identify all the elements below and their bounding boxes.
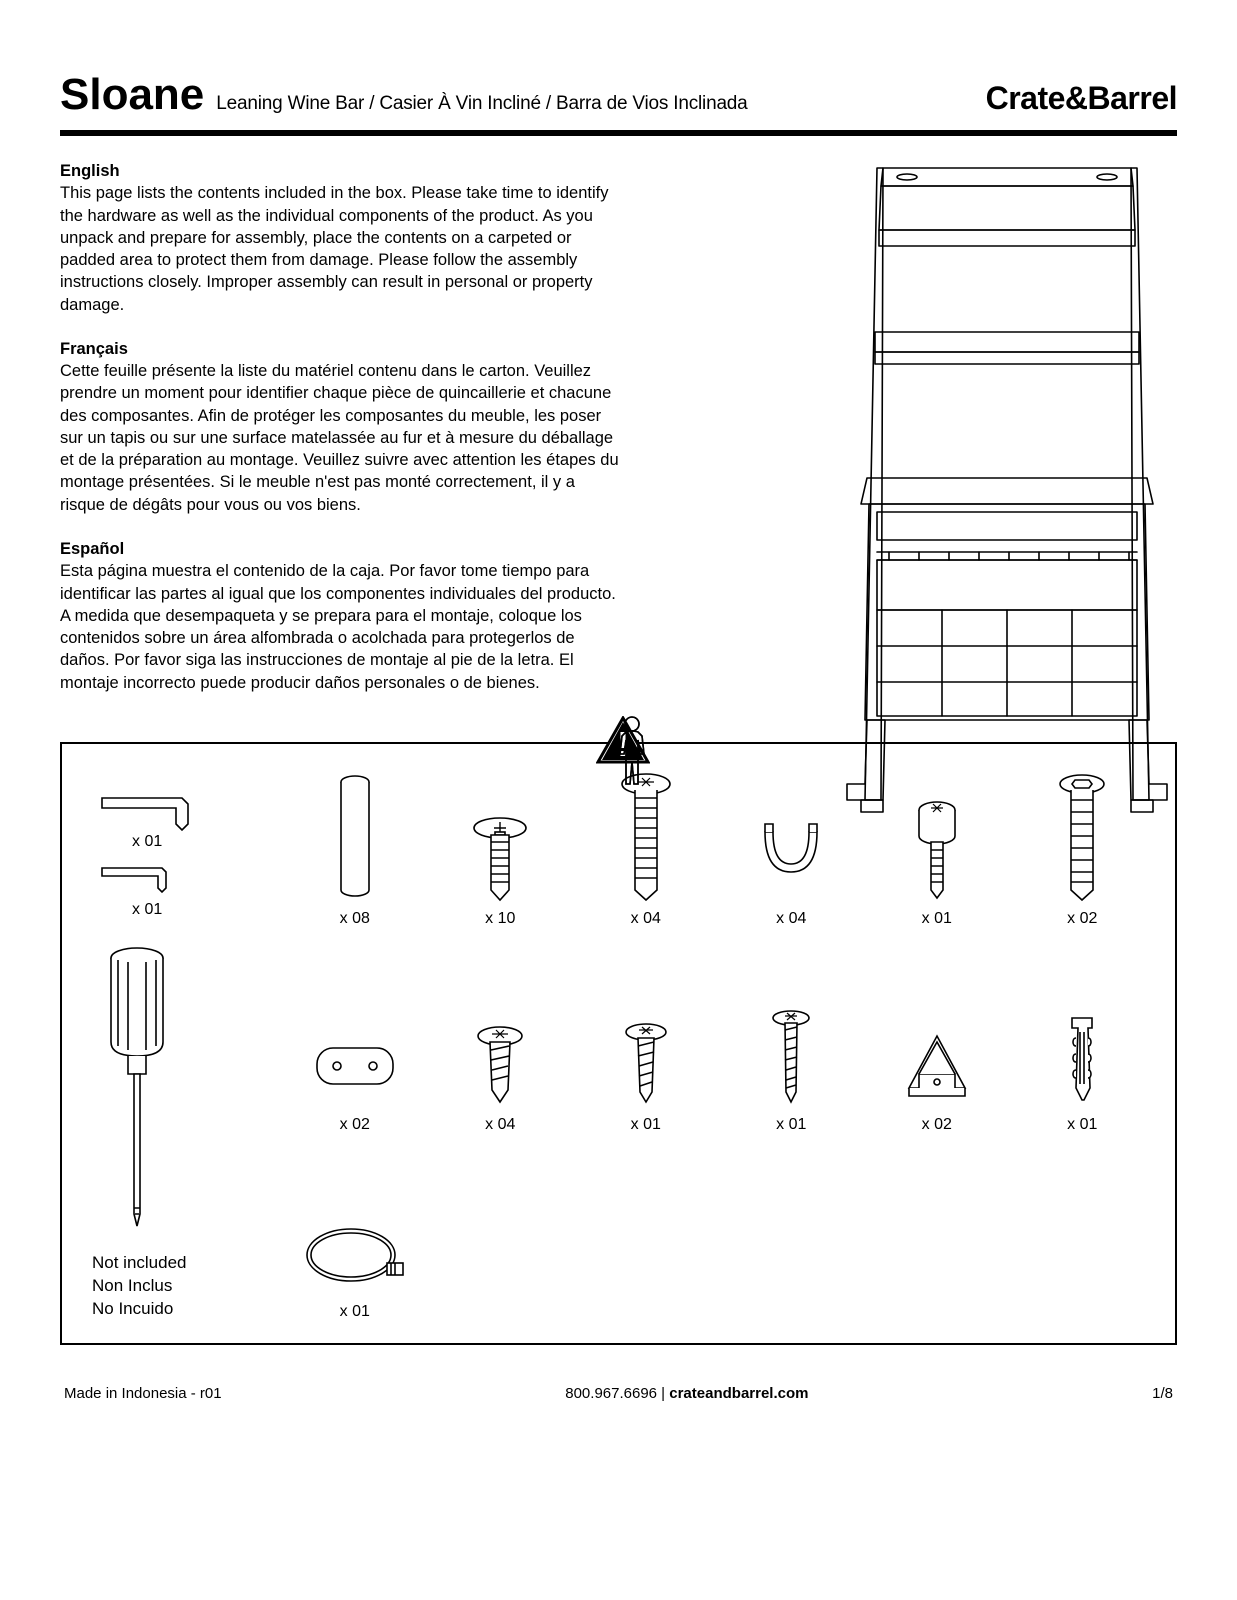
lang-body: This page lists the contents included in… [60,182,620,316]
hw-qty: x 01 [776,1116,806,1134]
hw-qty: x 10 [485,910,515,928]
hw-anchor: x 01 [1020,946,1146,1134]
hw-qty: x 02 [1067,910,1097,928]
footer-made-in: Made in Indonesia - r01 [64,1385,222,1402]
svg-text:x 01: x 01 [132,833,162,850]
hw-bracket: x 02 [874,946,1000,1134]
not-included-label: Not included Non Inclus No Incuido [92,1252,187,1321]
hw-qty: x 08 [340,910,370,928]
product-subtitle: Leaning Wine Bar / Casier À Vin Incliné … [216,93,747,115]
hw-qty: x 02 [340,1116,370,1134]
hw-qty: x 04 [631,910,661,928]
hw-screw-long: x 01 [729,946,855,1134]
hw-qty: x 04 [485,1116,515,1134]
hw-screwdriver: Not included Non Inclus No Incuido [92,946,272,1321]
hw-qty: x 01 [340,1303,370,1321]
hw-dowel: x 08 [292,772,418,928]
lang-body: Cette feuille présente la liste du matér… [60,360,620,516]
hw-clip: x 04 [729,772,855,928]
lang-head: Français [60,338,620,360]
illustration-column [650,160,1177,716]
hw-qty: x 02 [922,1116,952,1134]
page-footer: Made in Indonesia - r01 800.967.6696 | c… [60,1385,1177,1402]
person-icon [614,716,650,788]
lang-spanish: Español Esta página muestra el contenido… [60,538,620,694]
page-header: Sloane Leaning Wine Bar / Casier À Vin I… [60,70,1177,136]
hw-qty: x 01 [922,910,952,928]
footer-page-number: 1/8 [1152,1385,1173,1402]
hw-plate: x 02 [292,946,418,1134]
hw-screw-med: x 01 [583,946,709,1134]
lang-head: Español [60,538,620,560]
hw-qty: x 01 [1067,1116,1097,1134]
footer-contact: 800.967.6696 | crateandbarrel.com [565,1385,808,1402]
instructions-text: English This page lists the contents inc… [60,160,620,716]
hw-screw-short: x 04 [438,946,564,1134]
lang-english: English This page lists the contents inc… [60,160,620,316]
main-content: English This page lists the contents inc… [60,160,1177,716]
lang-body: Esta página muestra el contenido de la c… [60,560,620,694]
product-illustration [837,160,1177,820]
hw-bolt-long: x 04 [583,772,709,928]
brand-logo: Crate&Barrel [986,80,1177,117]
product-title: Sloane [60,70,204,120]
hw-qty: x 01 [631,1116,661,1134]
hw-allen-keys: x 01 x 01 [92,772,272,928]
lang-french: Français Cette feuille présente la liste… [60,338,620,516]
hw-qty: x 04 [776,910,806,928]
hw-bolt-flat: x 10 [438,772,564,928]
hw-cable-tie: x 01 [292,1152,418,1320]
svg-text:x 01: x 01 [132,901,162,918]
hardware-box: x 01 x 01 x 08 x 10 [60,742,1177,1345]
lang-head: English [60,160,620,182]
